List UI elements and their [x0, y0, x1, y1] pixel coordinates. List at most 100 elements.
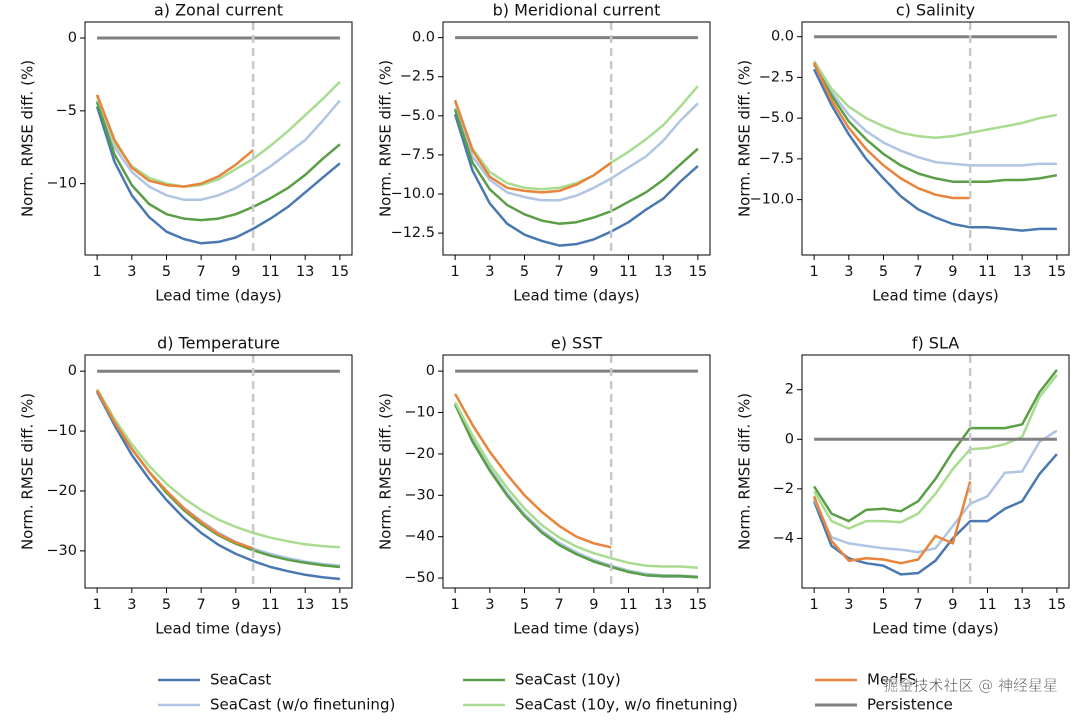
y-tick-label: 0.0: [412, 30, 435, 46]
x-tick-label: 11: [261, 264, 279, 280]
x-tick-label: 3: [844, 597, 853, 613]
x-tick-label: 7: [197, 264, 206, 280]
x-tick-label: 9: [589, 597, 598, 613]
x-tick-label: 15: [1048, 597, 1066, 613]
y-tick-label: 0: [68, 363, 77, 379]
series-line: [813, 63, 1058, 183]
axes-frame: [801, 21, 1070, 256]
y-tick-label: −20: [46, 483, 77, 499]
x-tick-label: 5: [162, 597, 171, 613]
y-tick-label: 0: [68, 30, 77, 46]
x-tick-label: 9: [231, 597, 240, 613]
y-tick-label: −2.5: [400, 69, 435, 85]
series-line: [812, 68, 1057, 232]
series-line: [96, 388, 340, 549]
subplot-title: b) Meridional current: [493, 1, 661, 20]
subplot-title: a) Zonal current: [154, 1, 283, 20]
x-tick-label: 7: [914, 264, 923, 280]
series-line: [453, 109, 699, 225]
x-tick-label: 3: [485, 597, 494, 613]
series-line: [96, 390, 341, 568]
y-tick-label: −7.5: [400, 147, 435, 163]
series-line: [95, 99, 341, 201]
x-tick-label: 5: [520, 597, 529, 613]
y-tick-label: −2.5: [759, 69, 794, 85]
series-line: [95, 94, 255, 188]
x-tick-label: 15: [331, 597, 349, 613]
y-axis-label: Norm. RMSE diff. (%): [377, 393, 395, 550]
x-tick-label: 13: [296, 597, 314, 613]
x-tick-label: 5: [879, 264, 888, 280]
y-tick-label: −5: [56, 103, 77, 119]
x-tick-label: 1: [93, 597, 102, 613]
y-axis-label: Norm. RMSE diff. (%): [19, 60, 37, 217]
x-axis-label: Lead time (days): [513, 620, 640, 638]
y-axis-label: Norm. RMSE diff. (%): [19, 393, 37, 550]
x-tick-label: 13: [1013, 597, 1031, 613]
x-axis-label: Lead time (days): [155, 287, 282, 305]
y-tick-label: −2: [773, 481, 794, 497]
y-tick-label: −50: [404, 570, 435, 586]
x-tick-label: 11: [978, 597, 996, 613]
axes-frame: [442, 21, 711, 256]
x-tick-label: 1: [810, 597, 819, 613]
x-axis-label: Lead time (days): [872, 287, 999, 305]
x-tick-label: 13: [296, 264, 314, 280]
subplot-title: e) SST: [551, 334, 602, 353]
series-line: [813, 62, 1057, 167]
axes-frame: [84, 354, 353, 589]
x-tick-label: 3: [127, 264, 136, 280]
y-tick-label: 0: [785, 431, 794, 447]
x-tick-label: 3: [485, 264, 494, 280]
series-line: [453, 85, 699, 191]
series-line: [812, 481, 972, 565]
x-tick-label: 13: [654, 597, 672, 613]
x-tick-label: 1: [451, 597, 460, 613]
x-tick-label: 5: [520, 264, 529, 280]
legend-label: Persistence: [867, 696, 953, 714]
x-tick-label: 1: [93, 264, 102, 280]
series-line: [813, 60, 1058, 139]
x-axis-label: Lead time (days): [872, 620, 999, 638]
series-line: [95, 391, 341, 581]
x-axis-label: Lead time (days): [155, 620, 282, 638]
subplot-title: d) Temperature: [157, 334, 280, 353]
x-tick-label: 1: [810, 264, 819, 280]
x-tick-label: 9: [231, 264, 240, 280]
x-tick-label: 15: [689, 264, 707, 280]
x-tick-label: 15: [1048, 264, 1066, 280]
y-tick-label: −5.0: [759, 110, 794, 126]
series-line: [453, 401, 698, 569]
y-tick-label: −7.5: [759, 151, 794, 167]
series-line: [95, 106, 341, 245]
y-tick-label: −10.0: [750, 192, 794, 208]
series-line: [812, 429, 1058, 554]
legend-label: SeaCast (w/o finetuning): [210, 696, 395, 714]
subplot-title: c) Salinity: [896, 1, 975, 20]
y-tick-label: −30: [404, 487, 435, 503]
series-line: [453, 403, 698, 579]
y-tick-label: −10: [46, 176, 77, 192]
y-tick-label: −10.0: [391, 186, 435, 202]
y-tick-label: −10: [404, 405, 435, 421]
x-tick-label: 11: [261, 597, 279, 613]
x-tick-label: 13: [1013, 264, 1031, 280]
y-tick-label: −40: [404, 529, 435, 545]
x-tick-label: 9: [948, 597, 957, 613]
y-tick-label: 0: [426, 363, 435, 379]
x-tick-label: 15: [689, 597, 707, 613]
series-line: [453, 403, 698, 578]
x-tick-label: 13: [654, 264, 672, 280]
y-tick-label: −4: [773, 530, 794, 546]
series-line: [453, 113, 699, 247]
x-tick-label: 15: [331, 264, 349, 280]
series-line: [453, 102, 699, 202]
y-tick-label: −10: [46, 423, 77, 439]
y-tick-label: −30: [46, 543, 77, 559]
x-tick-label: 11: [978, 264, 996, 280]
series-line: [813, 369, 1058, 523]
x-tick-label: 11: [619, 597, 637, 613]
y-tick-label: 0.0: [771, 29, 794, 45]
axes-frame: [442, 354, 711, 589]
legend-label: SeaCast (10y): [515, 671, 621, 689]
